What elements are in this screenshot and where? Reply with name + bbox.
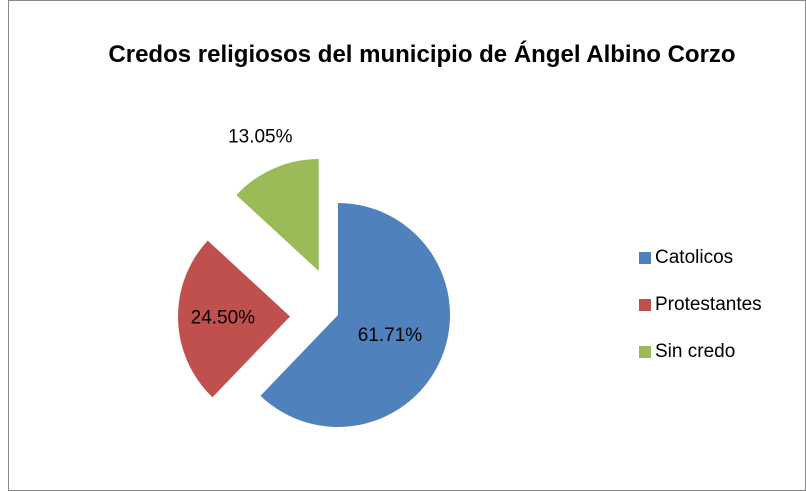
pie-slice [178, 240, 291, 398]
data-label: 24.50% [191, 308, 256, 329]
legend-label: Sin credo [655, 341, 735, 362]
pie-slice [236, 159, 319, 272]
legend-label: Catolicos [655, 247, 733, 268]
legend-swatch [639, 299, 651, 311]
pie-slice [260, 203, 450, 427]
legend-swatch [639, 252, 651, 264]
data-label: 61.71% [358, 325, 423, 346]
data-label: 13.05% [228, 127, 293, 148]
legend-label: Protestantes [655, 294, 762, 315]
legend-swatch [639, 346, 651, 358]
chart-title: Credos religiosos del municipio de Ángel… [108, 41, 736, 68]
